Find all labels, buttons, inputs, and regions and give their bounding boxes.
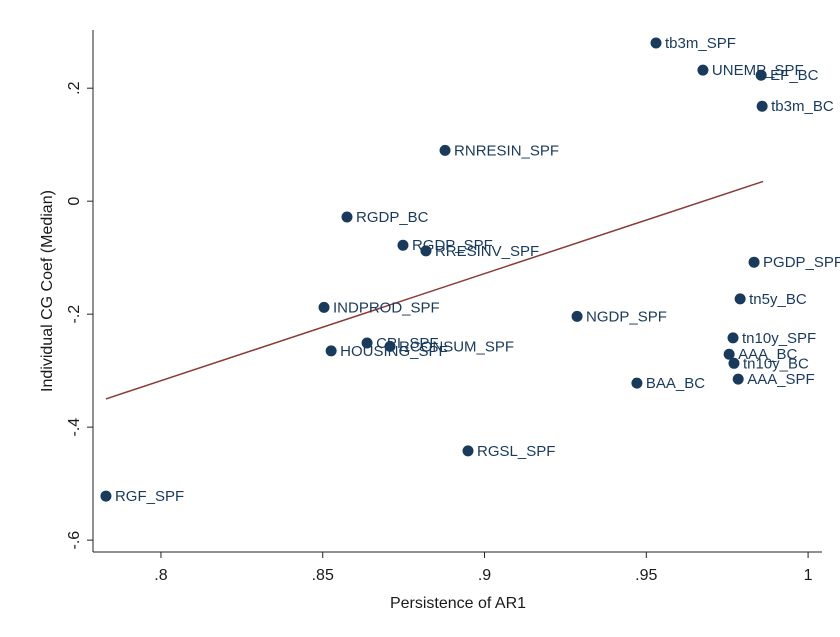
y-tick-label: -.2 bbox=[66, 305, 83, 324]
point-label: EF_BC bbox=[770, 67, 819, 84]
point bbox=[734, 293, 746, 305]
y-tick-label: -.4 bbox=[66, 418, 83, 437]
x-tick-label: .85 bbox=[312, 567, 334, 584]
y-tick-label: -.6 bbox=[66, 531, 83, 550]
point bbox=[756, 100, 768, 112]
point bbox=[462, 445, 474, 457]
point bbox=[732, 373, 744, 385]
fit-line bbox=[105, 180, 764, 400]
point-label: RGF_SPF bbox=[115, 488, 184, 505]
x-tick-label: .9 bbox=[478, 567, 491, 584]
point-label: tn5y_BC bbox=[749, 291, 807, 308]
point bbox=[420, 245, 432, 257]
point bbox=[650, 37, 662, 49]
point-label: NGDP_SPF bbox=[586, 308, 667, 325]
point bbox=[325, 345, 337, 357]
x-tick-label: .95 bbox=[635, 567, 657, 584]
point bbox=[723, 348, 735, 360]
point-label: tb3m_BC bbox=[771, 98, 834, 115]
point-label: INDPROD_SPF bbox=[333, 299, 440, 316]
point-label: RCONSUM_SPF bbox=[399, 338, 514, 355]
y-tick-label: 0 bbox=[66, 197, 83, 206]
point bbox=[384, 340, 396, 352]
point bbox=[728, 357, 740, 369]
point-label: PGDP_SPF bbox=[763, 254, 840, 271]
point bbox=[341, 211, 353, 223]
point-label: RGDP_BC bbox=[356, 209, 429, 226]
point bbox=[439, 144, 451, 156]
point bbox=[755, 69, 767, 81]
x-axis-label: Persistence of AR1 bbox=[390, 595, 526, 612]
point bbox=[748, 256, 760, 268]
point bbox=[361, 337, 373, 349]
y-tick-label: .2 bbox=[66, 81, 83, 94]
point-label: RGDP_SPF bbox=[412, 237, 493, 254]
point-label: AAA_SPF bbox=[747, 371, 815, 388]
point-label: RGSL_SPF bbox=[477, 443, 555, 460]
point-label: HOUSING_SPF bbox=[340, 343, 448, 360]
point-label: tn10y_BC bbox=[743, 355, 809, 372]
y-axis-label: Individual CG Coef (Median) bbox=[39, 190, 56, 392]
point bbox=[100, 490, 112, 502]
point bbox=[318, 301, 330, 313]
point-label: RRESINV_SPF bbox=[435, 243, 539, 260]
point bbox=[397, 239, 409, 251]
point-label: AAA_BC bbox=[738, 346, 797, 363]
point bbox=[727, 332, 739, 344]
point bbox=[631, 377, 643, 389]
point bbox=[697, 64, 709, 76]
point-label: BAA_BC bbox=[646, 375, 705, 392]
point-label: tb3m_SPF bbox=[665, 35, 736, 52]
x-tick-label: .8 bbox=[154, 567, 167, 584]
point-label: RNRESIN_SPF bbox=[454, 142, 559, 159]
point-label: tn10y_SPF bbox=[742, 330, 816, 347]
point bbox=[571, 310, 583, 322]
point-label: UNEMP_SPF bbox=[712, 62, 804, 79]
x-tick-label: 1 bbox=[804, 567, 813, 584]
